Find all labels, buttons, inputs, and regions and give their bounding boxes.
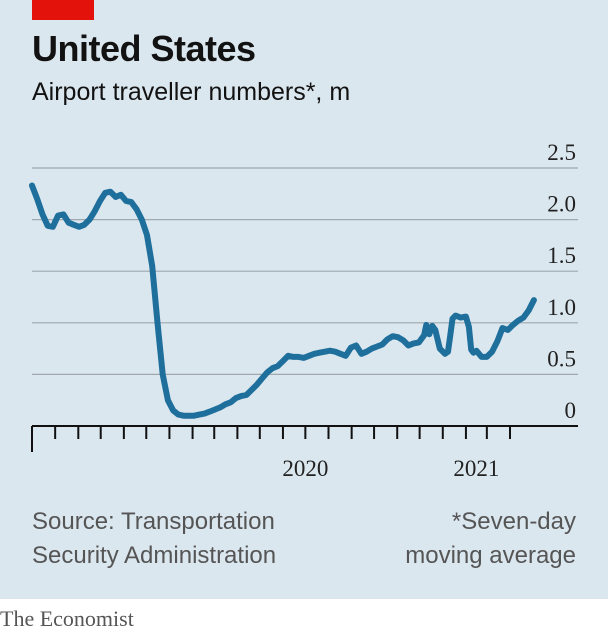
y-tick-label: 2.0 (547, 192, 576, 217)
gridlines (32, 167, 578, 375)
x-axis: 2020 2021 (31, 425, 578, 481)
y-tick-label: 0 (565, 398, 577, 423)
y-tick-label: 2.5 (547, 140, 576, 165)
footnote-line-2: moving average (405, 542, 576, 569)
y-tick-label: 1.0 (547, 295, 576, 320)
source-note: Source: Transportation Security Administ… (32, 505, 276, 573)
series-layer (29, 182, 537, 419)
series-line (29, 182, 537, 419)
chart-panel (0, 0, 608, 599)
chart-title: United States (32, 28, 256, 69)
brand-red-tag (32, 0, 94, 20)
source-line-1: Source: Transportation (32, 508, 275, 535)
chart-subtitle: Airport traveller numbers*, m (32, 78, 351, 106)
y-tick-label: 0.5 (547, 346, 576, 371)
source-line-2: Security Administration (32, 542, 277, 569)
x-year-label: 2020 (282, 456, 328, 481)
footnote: *Seven-day moving average (405, 505, 576, 573)
line-chart: 0 0.5 1.0 1.5 2.0 2.5 2020 2021 (29, 140, 578, 481)
x-year-label: 2021 (453, 456, 499, 481)
footnote-line-1: *Seven-day (451, 508, 576, 535)
y-axis-tick-labels: 0 0.5 1.0 1.5 2.0 2.5 (547, 140, 576, 423)
brand-name: The Economist (0, 606, 134, 631)
y-tick-label: 1.5 (547, 243, 576, 268)
